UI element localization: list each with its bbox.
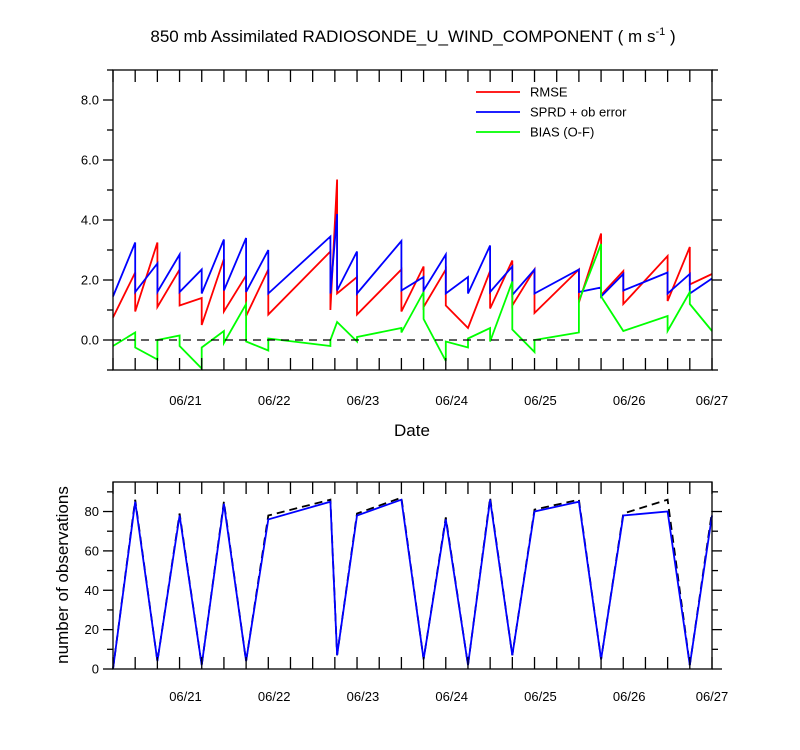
y-tick-label: 6.0 [81,153,99,168]
series-line-sprd-ob-error [112,213,713,299]
top-plot-frame [112,69,713,371]
bottom-y-axis-label: number of observations [53,486,72,664]
x-tick-label: 06/23 [347,393,380,408]
y-tick-label: 2.0 [81,273,99,288]
x-tick-label: 06/26 [613,689,646,704]
x-tick-label: 06/24 [435,689,468,704]
x-tick-label: 06/25 [524,393,557,408]
x-tick-label: 06/27 [696,393,729,408]
y-tick-label: 4.0 [81,213,99,228]
y-tick-label: 0.0 [81,333,99,348]
series-line-rmse [112,179,713,330]
x-tick-label: 06/27 [696,689,729,704]
x-tick-label: 06/24 [435,393,468,408]
legend-label: SPRD + ob error [530,105,627,120]
y-tick-label: 80 [85,504,99,519]
observation-count-panel: 0 20 40 60 80 06/21 06/22 06/23 06/24 06/25 06/26 0… [53,481,729,704]
y-tick-label: 40 [85,583,99,598]
top-x-axis-label: Date [394,421,430,440]
x-tick-label: 06/22 [258,689,291,704]
chart-title: 850 mb Assimilated RADIOSONDE_U_WIND_COM… [150,26,675,46]
y-tick-label: 8.0 [81,93,99,108]
series-line-bias-o-f [112,243,713,371]
x-tick-label: 06/21 [169,393,202,408]
bottom-axis-ticks: 0 20 40 60 80 06/21 06/22 06/23 06/24 06/25 06/26 0… [85,482,729,704]
x-tick-label: 06/25 [524,689,557,704]
bottom-series-group [112,496,713,670]
y-tick-label: 60 [85,543,99,558]
legend: RMSE SPRD + ob error BIAS (O-F) [476,85,627,140]
x-tick-label: 06/26 [613,393,646,408]
x-tick-label: 06/22 [258,393,291,408]
rmse-spread-bias-panel: 0.0 2.0 4.0 6.0 8.0 06/21 06/22 06/23 06/24 06/25… [81,69,729,440]
y-tick-label: 0 [92,662,99,677]
top-axis-ticks: 0.0 2.0 4.0 6.0 8.0 06/21 06/22 06/23 06/24 06/25… [81,69,729,408]
x-tick-label: 06/21 [169,689,202,704]
legend-label: BIAS (O-F) [530,125,594,140]
bottom-plot-frame [112,481,713,670]
legend-label: RMSE [530,85,568,100]
series-line-assimilated [112,498,713,670]
y-tick-label: 20 [85,622,99,637]
x-tick-label: 06/23 [347,689,380,704]
